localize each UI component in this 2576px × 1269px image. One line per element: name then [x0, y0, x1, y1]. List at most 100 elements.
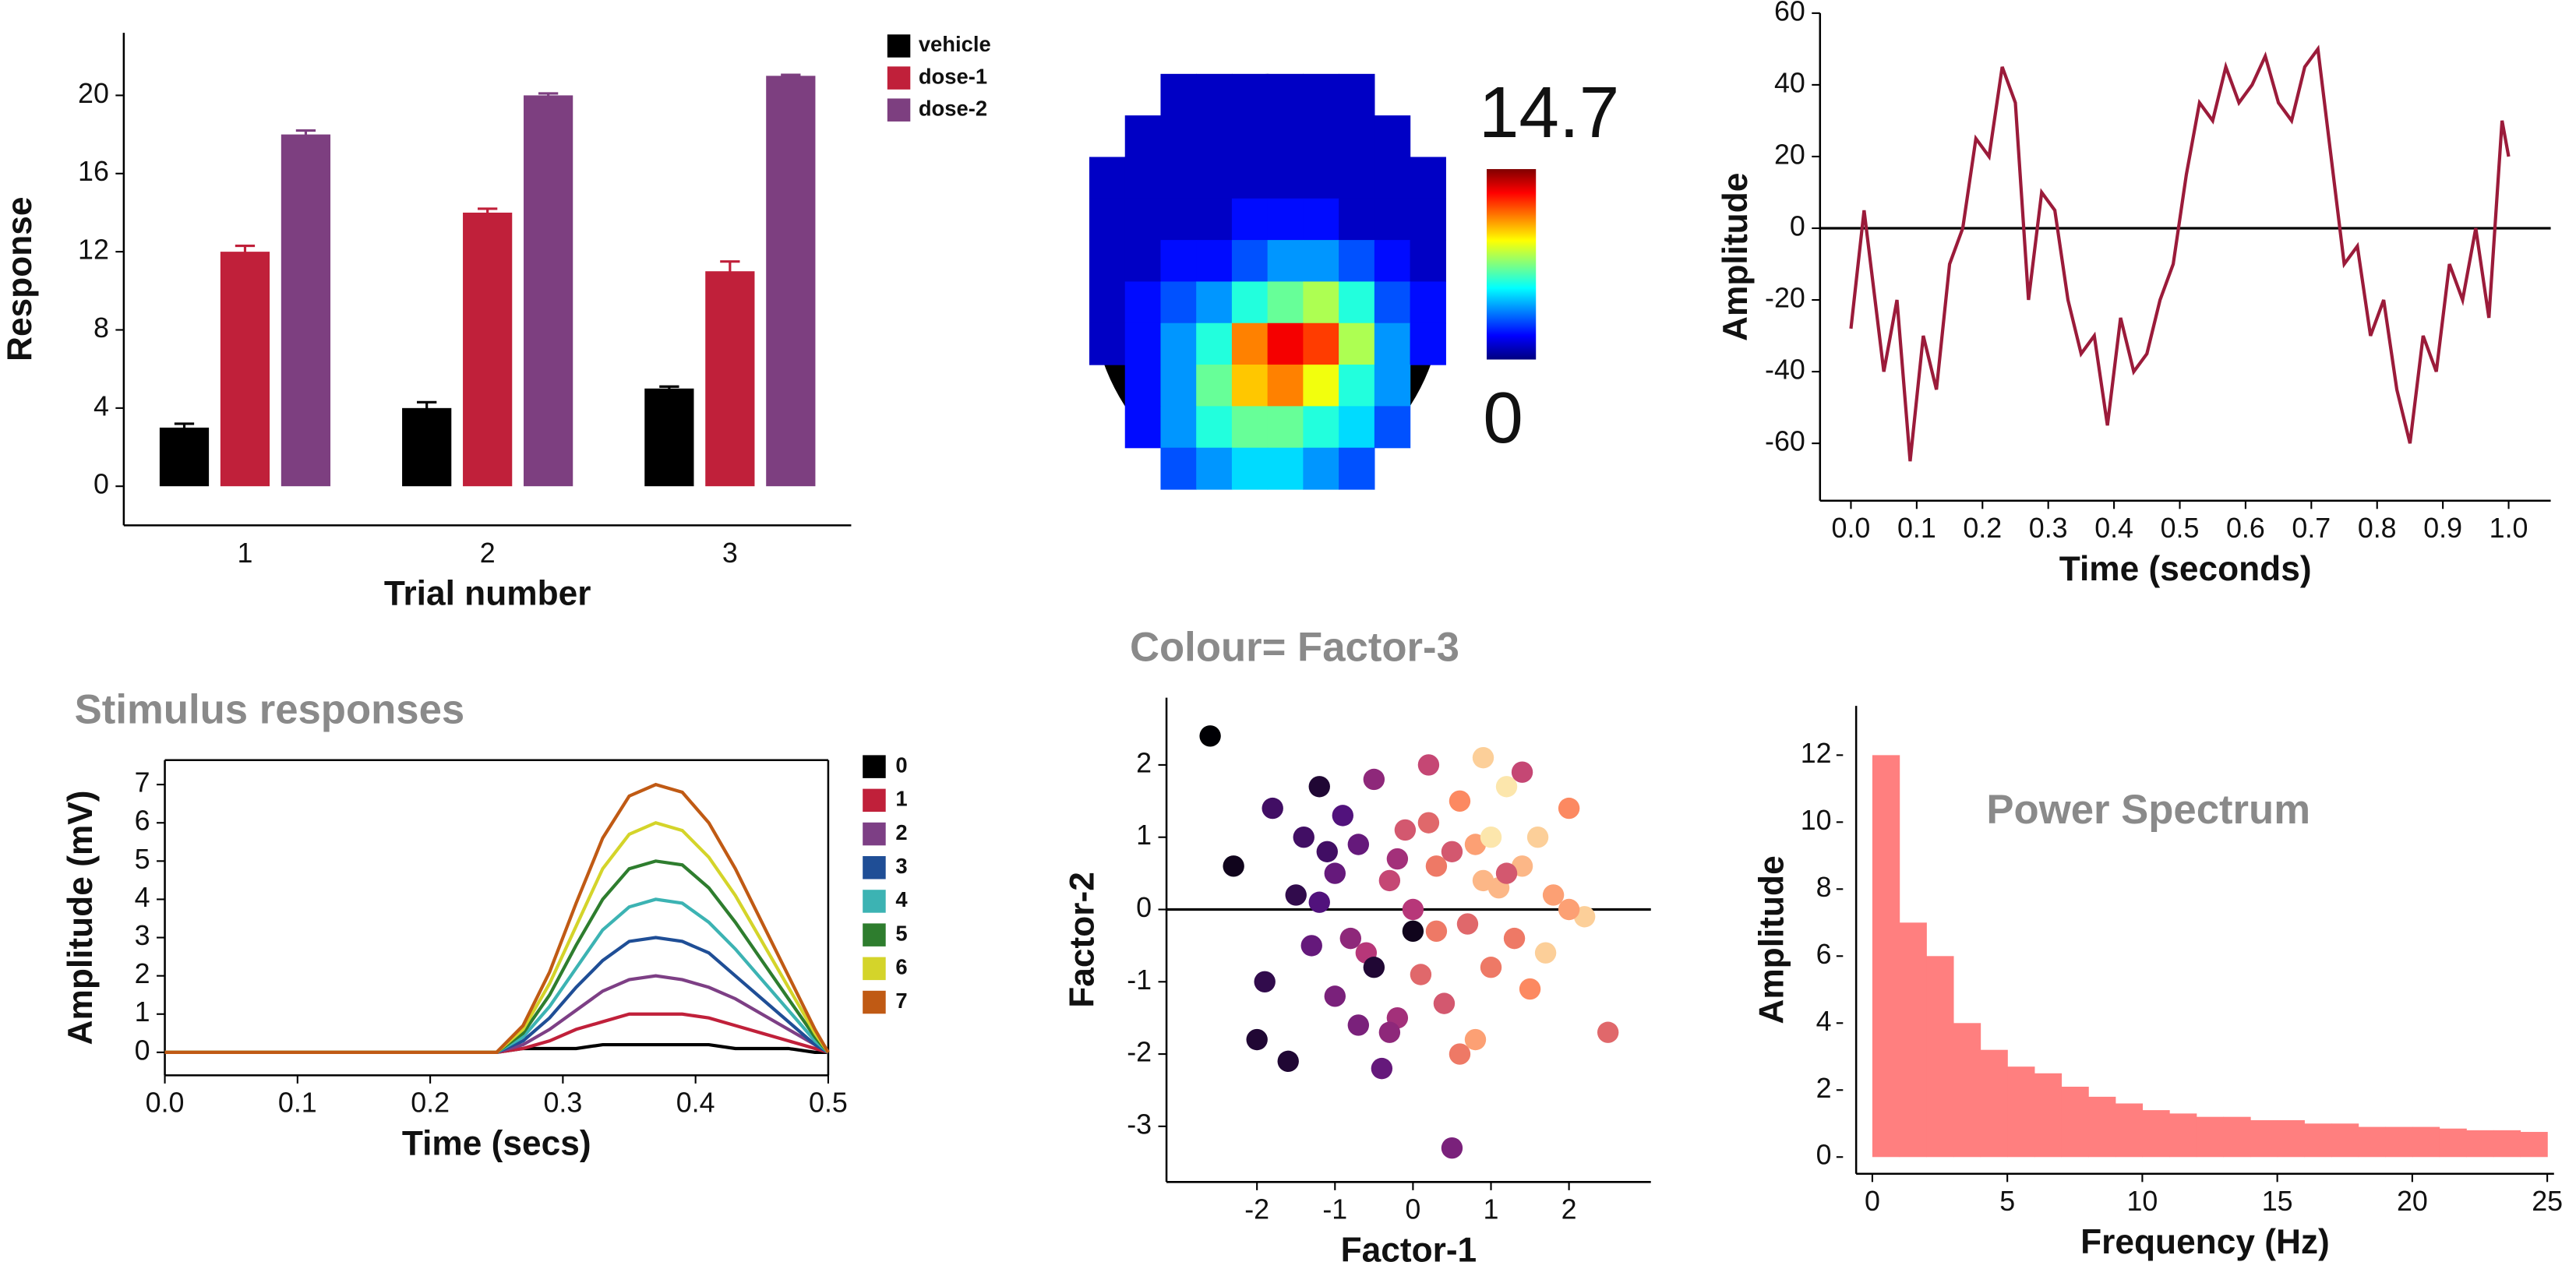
heatmap-cell: [1160, 323, 1197, 365]
heatmap-cell: [1303, 115, 1339, 158]
histogram-bar: [1872, 755, 1900, 1158]
histogram-bar: [2061, 1086, 2089, 1158]
y-tick-label: 4: [94, 390, 109, 421]
point: [1262, 797, 1283, 820]
heatmap-cell: [1410, 157, 1446, 199]
heatmap-cell: [1267, 198, 1304, 241]
point: [1378, 869, 1401, 892]
histogram-bar: [1980, 1049, 2008, 1158]
point: [1410, 964, 1432, 985]
point: [1417, 812, 1440, 834]
heatmap-cell: [1303, 406, 1339, 449]
y-tick-label: -20: [1765, 282, 1805, 313]
heatmap-cell: [1231, 365, 1269, 407]
histogram-bar: [2088, 1096, 2116, 1158]
point: [1324, 985, 1346, 1007]
heatmap-cell: [1124, 323, 1162, 365]
point: [1402, 898, 1424, 921]
y-axis-label: Amplitude: [1752, 855, 1791, 1024]
legend-swatch: [887, 66, 911, 90]
heatmap-cell: [1339, 406, 1375, 449]
legend-label: vehicle: [919, 32, 991, 56]
histogram-bar: [2466, 1130, 2494, 1158]
heatmap-cell: [1124, 115, 1162, 158]
x-tick-label: 15: [2262, 1186, 2293, 1217]
point: [1597, 1021, 1619, 1043]
point: [1519, 978, 1541, 1000]
y-tick-label: 20: [78, 78, 109, 109]
heatmap-cell: [1303, 281, 1339, 324]
point: [1277, 1050, 1299, 1073]
heatmap-cell: [1124, 198, 1162, 241]
legend-swatch: [863, 755, 886, 778]
legend-label: 3: [895, 854, 907, 878]
heatmap-cell: [1160, 198, 1197, 241]
point: [1464, 1028, 1487, 1051]
heatmap-cell: [1374, 157, 1411, 199]
heatmap-cell: [1374, 281, 1411, 324]
heatmap-cell: [1160, 73, 1197, 116]
heatmap-cell: [1160, 281, 1197, 324]
x-tick-label: 0.0: [146, 1087, 185, 1119]
y-axis-label: Amplitude: [1717, 173, 1755, 341]
point: [1402, 920, 1424, 943]
heatmap-cell: [1267, 365, 1304, 407]
series-line: [164, 974, 829, 1054]
heatmap-cell: [1339, 198, 1375, 241]
point: [1363, 768, 1385, 791]
x-tick-label: -2: [1244, 1194, 1269, 1225]
heatmap-cell: [1160, 447, 1197, 490]
error-bar: [295, 129, 316, 139]
error-bar: [781, 73, 801, 77]
series-line: [164, 897, 830, 1054]
heatmap-cell: [1339, 240, 1375, 283]
heatmap-cell: [1089, 240, 1126, 283]
heatmap-cell: [1303, 73, 1339, 116]
y-tick-label: -2: [1127, 1037, 1152, 1068]
point: [1394, 819, 1417, 841]
heatmap-cell: [1089, 198, 1126, 241]
y-tick-label: 40: [1774, 67, 1805, 98]
legend-swatch: [863, 957, 886, 981]
panel-title: Power Spectrum: [1986, 787, 2310, 833]
legend-swatch: [863, 890, 886, 913]
histogram-bar: [2007, 1066, 2035, 1158]
point: [1293, 827, 1314, 848]
heatmap-cell: [1089, 323, 1126, 365]
point: [1363, 957, 1385, 978]
heatmap-cell: [1303, 157, 1339, 199]
histogram-bar: [2034, 1073, 2063, 1158]
x-tick-label: 10: [2126, 1186, 2158, 1217]
x-tick-label: 1: [1484, 1194, 1499, 1225]
point: [1199, 725, 1221, 747]
legend-swatch: [863, 822, 886, 846]
point: [1503, 927, 1526, 950]
heatmap-cell: [1231, 406, 1269, 449]
heatmap-cell: [1160, 115, 1197, 158]
bar: [644, 388, 694, 487]
heatmap-cell: [1339, 281, 1375, 324]
y-tick-label: 6: [135, 805, 150, 837]
x-tick-label: 0.7: [2292, 513, 2331, 544]
point: [1495, 776, 1518, 798]
heatmap-cell: [1196, 157, 1233, 199]
y-axis-label: Response: [1, 197, 39, 361]
bar: [524, 95, 573, 487]
histogram-bar: [1926, 956, 1954, 1158]
point: [1449, 1043, 1471, 1065]
histogram-bar: [2331, 1123, 2359, 1158]
heatmap-cell: [1124, 281, 1162, 324]
heatmap-cell: [1196, 323, 1233, 365]
legend-label: 1: [895, 787, 907, 811]
point: [1254, 971, 1276, 992]
y-tick-label: -3: [1127, 1109, 1152, 1140]
legend-swatch: [863, 990, 886, 1014]
heatmap-cell: [1339, 115, 1375, 158]
heatmap-cell: [1303, 365, 1339, 407]
y-tick-label: 8: [94, 312, 109, 344]
x-tick-label: 20: [2397, 1186, 2428, 1217]
y-tick-label: 2: [1816, 1073, 1832, 1104]
bar: [159, 427, 210, 487]
heatmap-cell: [1124, 406, 1162, 449]
x-tick-label: 1: [238, 538, 253, 569]
